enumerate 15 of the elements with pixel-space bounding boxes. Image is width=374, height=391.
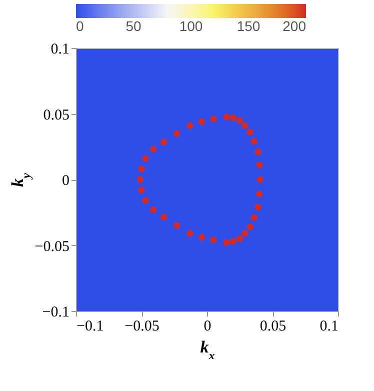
y-tick-label: 0.05 (43, 107, 70, 124)
x-tick-label: 0 (204, 318, 212, 334)
y-tick-label: −0.1 (42, 304, 70, 320)
y-tick-label: −0.05 (34, 238, 70, 255)
color-bar-label: 200 (282, 18, 306, 34)
x-tick-label: 0.05 (260, 318, 286, 334)
x-tick-label: −0.05 (124, 318, 160, 334)
color-bar-label: 50 (126, 18, 142, 34)
x-tick-label: −0.1 (76, 318, 104, 334)
y-tick-label: 0 (62, 173, 70, 189)
color-bar-label: 100 (179, 18, 203, 34)
color-bar-label: 0 (76, 18, 84, 34)
x-tick-label: 0.1 (320, 318, 338, 334)
y-tick-label: 0.1 (50, 42, 70, 58)
color-bar-label: 150 (236, 18, 260, 34)
